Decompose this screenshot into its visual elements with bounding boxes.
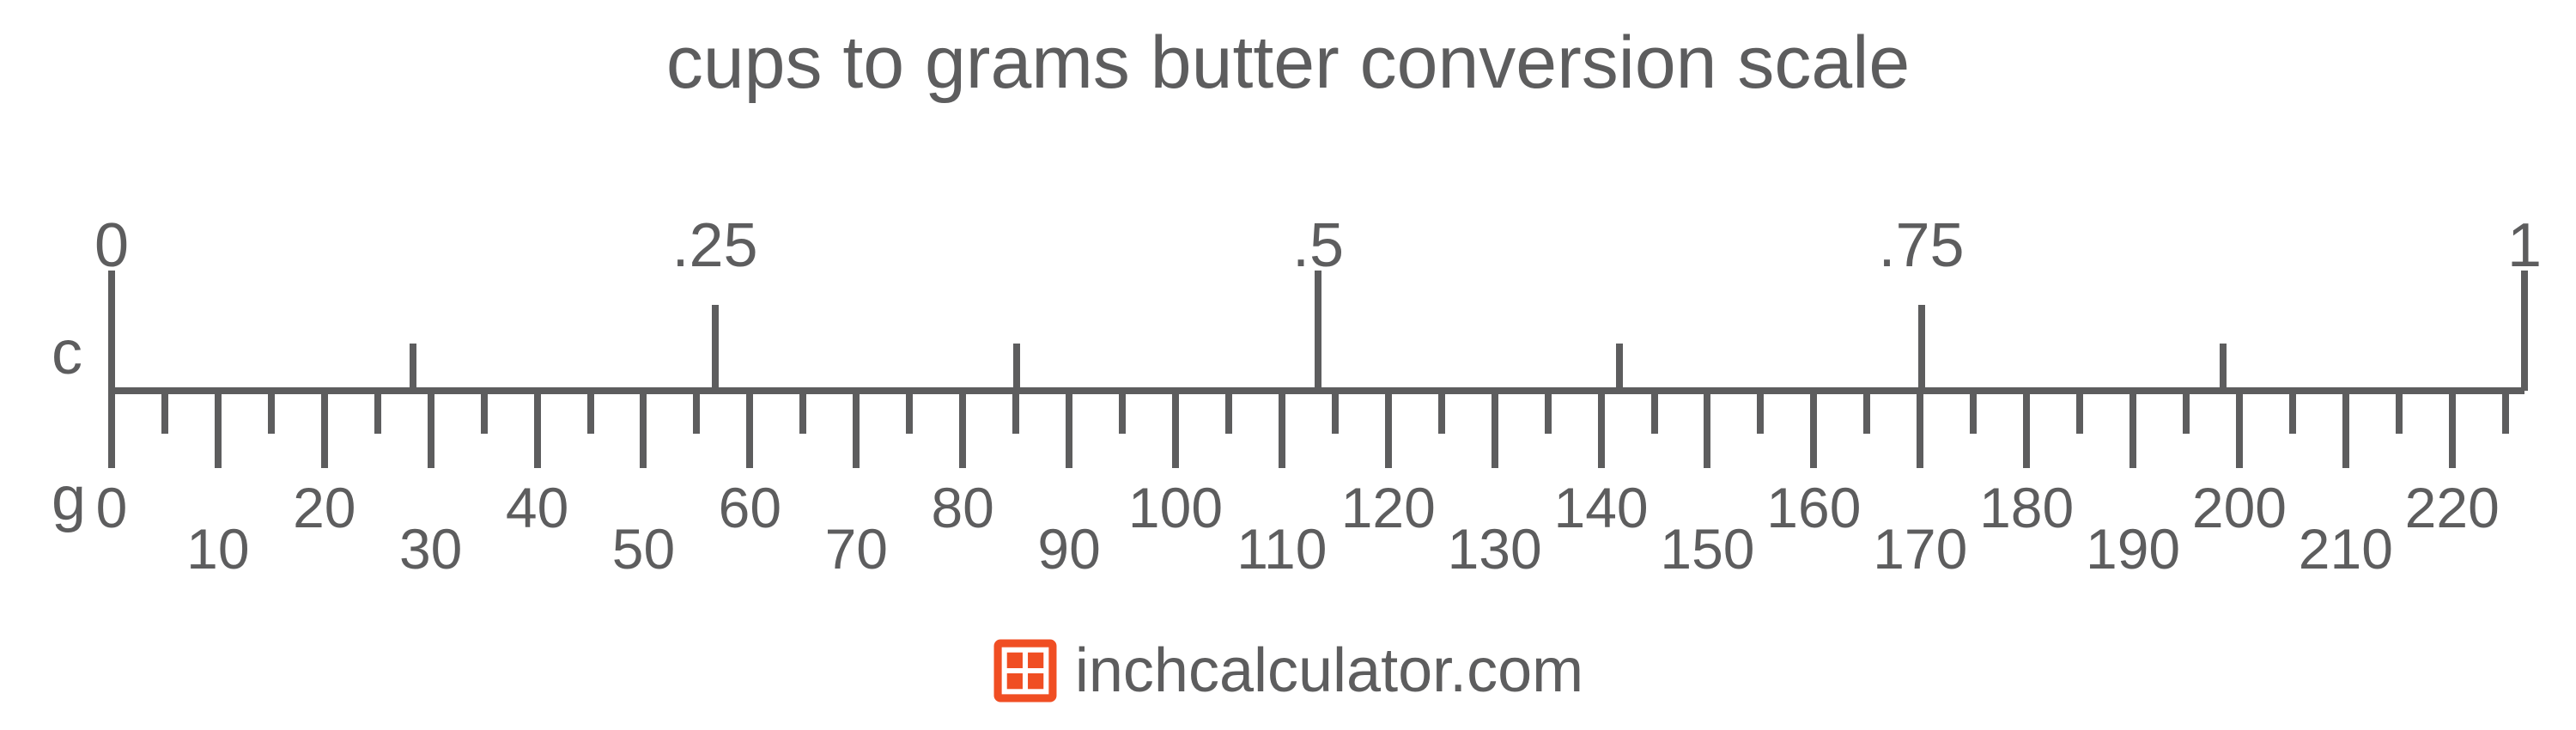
tick-grams	[1704, 391, 1710, 468]
tick-label-grams: 160	[1766, 475, 1861, 540]
tick-grams	[693, 391, 700, 434]
tick-grams	[481, 391, 488, 434]
tick-cups	[410, 344, 416, 391]
tick-label-grams: 180	[1979, 475, 2074, 540]
tick-grams	[2449, 391, 2456, 468]
tick-label-grams: 190	[2086, 516, 2180, 581]
tick-cups	[1616, 344, 1623, 391]
tick-cups	[2521, 271, 2528, 391]
tick-label-grams: 170	[1873, 516, 1967, 581]
tick-grams	[1172, 391, 1179, 468]
tick-label-grams: 100	[1128, 475, 1223, 540]
tick-grams	[746, 391, 753, 468]
tick-grams	[2342, 391, 2349, 468]
tick-grams	[1332, 391, 1339, 434]
tick-cups	[108, 271, 115, 391]
tick-label-grams: 150	[1660, 516, 1754, 581]
tick-grams	[1012, 391, 1019, 434]
calculator-icon	[993, 638, 1058, 703]
tick-grams	[2183, 391, 2190, 434]
tick-grams	[1757, 391, 1764, 434]
tick-grams	[161, 391, 168, 434]
tick-label-grams: 60	[719, 475, 781, 540]
tick-grams	[2396, 391, 2403, 434]
tick-grams	[1119, 391, 1126, 434]
tick-label-grams: 140	[1554, 475, 1649, 540]
tick-label-grams: 70	[825, 516, 888, 581]
tick-grams	[1863, 391, 1870, 434]
tick-label-grams: 30	[399, 516, 462, 581]
tick-grams	[1598, 391, 1605, 468]
tick-grams	[1810, 391, 1817, 468]
tick-label-cups: .25	[671, 210, 757, 281]
tick-grams	[799, 391, 806, 434]
page-title: cups to grams butter conversion scale	[0, 21, 2576, 106]
tick-label-grams: 120	[1341, 475, 1436, 540]
tick-cups	[1013, 344, 1020, 391]
tick-grams	[268, 391, 275, 434]
tick-cups	[712, 305, 719, 391]
tick-grams	[1917, 391, 1923, 468]
tick-cups	[2220, 344, 2227, 391]
tick-grams	[2076, 391, 2083, 434]
tick-grams	[321, 391, 328, 468]
attribution-text: inchcalculator.com	[1075, 636, 1583, 706]
tick-label-grams: 20	[293, 475, 355, 540]
tick-grams	[1438, 391, 1445, 434]
tick-grams	[534, 391, 541, 468]
tick-grams	[374, 391, 381, 434]
tick-label-grams: 130	[1448, 516, 1542, 581]
tick-grams	[2129, 391, 2136, 468]
tick-label-grams: 90	[1037, 516, 1100, 581]
tick-grams	[1225, 391, 1232, 434]
tick-grams	[906, 391, 913, 434]
tick-label-grams: 10	[186, 516, 249, 581]
tick-grams	[1385, 391, 1392, 468]
tick-label-grams: 50	[612, 516, 675, 581]
tick-grams	[215, 391, 222, 468]
tick-grams	[959, 391, 966, 468]
attribution-footer: inchcalculator.com	[0, 636, 2576, 706]
tick-grams	[587, 391, 594, 434]
tick-label-grams: 80	[931, 475, 993, 540]
tick-label-cups: 0	[94, 210, 129, 281]
tick-grams	[853, 391, 860, 468]
tick-label-grams: 40	[506, 475, 568, 540]
tick-grams	[1545, 391, 1552, 434]
tick-label-cups: 1	[2507, 210, 2542, 281]
tick-grams	[428, 391, 434, 468]
tick-label-grams: 0	[96, 475, 128, 540]
tick-label-grams: 200	[2192, 475, 2287, 540]
tick-grams	[1066, 391, 1072, 468]
tick-label-grams: 210	[2299, 516, 2393, 581]
tick-grams	[1279, 391, 1285, 468]
tick-grams	[1651, 391, 1658, 434]
tick-label-cups: .75	[1878, 210, 1964, 281]
tick-label-grams: 110	[1236, 516, 1327, 581]
tick-grams	[640, 391, 647, 468]
tick-grams	[2236, 391, 2243, 468]
tick-grams	[1492, 391, 1498, 468]
tick-grams	[2502, 391, 2509, 434]
unit-label-grams: g	[52, 464, 86, 534]
tick-grams	[2289, 391, 2296, 434]
tick-label-cups: .5	[1292, 210, 1344, 281]
tick-label-grams: 220	[2405, 475, 2500, 540]
tick-cups	[1315, 271, 1321, 391]
tick-cups	[1918, 305, 1925, 391]
tick-grams	[2023, 391, 2030, 468]
tick-grams	[108, 391, 115, 468]
tick-grams	[1970, 391, 1977, 434]
unit-label-cups: c	[52, 318, 82, 388]
conversion-scale-frame: cups to grams butter conversion scale c …	[0, 0, 2576, 730]
